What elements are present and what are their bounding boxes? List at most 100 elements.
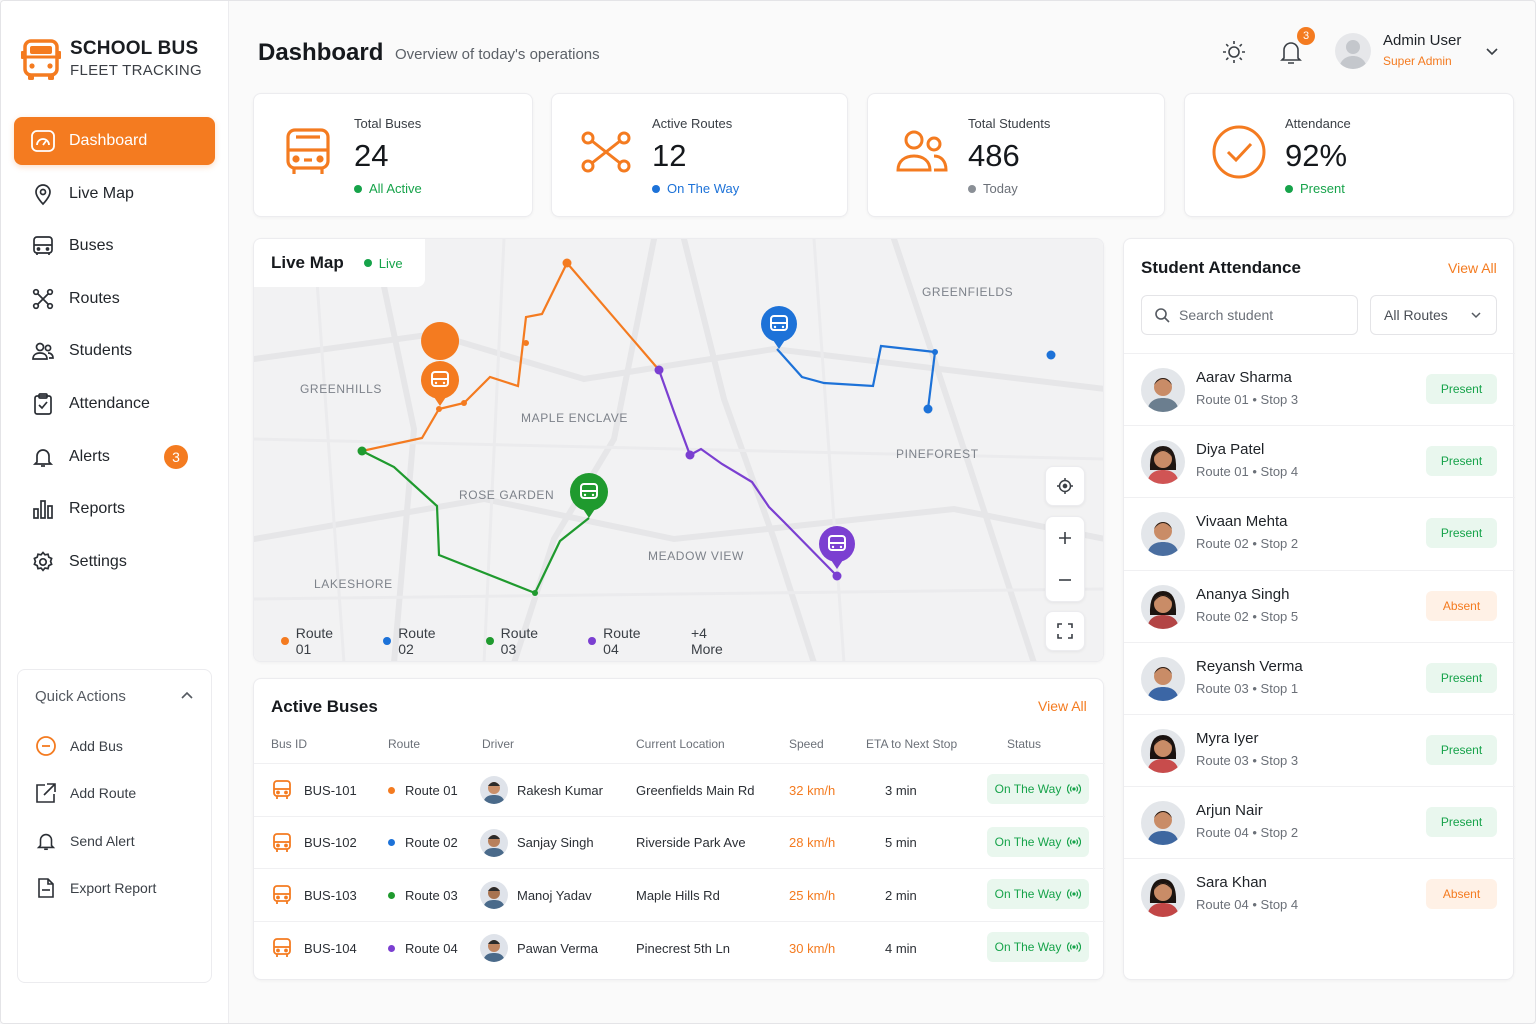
signal-icon: [1067, 784, 1082, 794]
stat-status: Today: [968, 181, 1018, 196]
chevron-down-icon[interactable]: [1485, 44, 1499, 58]
bus-marker-route-01[interactable]: [421, 322, 460, 406]
status-label: On The Way: [994, 887, 1062, 902]
legend-route-04[interactable]: Route 04: [588, 625, 657, 657]
route-filter-select[interactable]: All Routes: [1370, 295, 1497, 335]
list-item[interactable]: Ananya Singh Route 02 • Stop 5 Absent: [1124, 569, 1515, 642]
attendance-title: Student Attendance: [1141, 258, 1301, 277]
bus-logo-icon: [21, 39, 61, 80]
stat-value: 486: [968, 138, 1020, 173]
area-label-maple-enclave: MAPLE ENCLAVE: [521, 411, 628, 425]
sidebar-item-students[interactable]: Students: [14, 327, 215, 375]
active-buses-view-all-link[interactable]: View All: [1038, 698, 1087, 714]
sidebar-item-attendance[interactable]: Attendance: [14, 380, 215, 428]
stat-card-total-buses[interactable]: Total Buses 24 All Active: [253, 93, 533, 217]
file-icon: [34, 876, 58, 900]
stat-card-total-students[interactable]: Total Students 486 Today: [867, 93, 1165, 217]
quick-action-export-report[interactable]: Export Report: [18, 865, 211, 913]
sidebar-item-label: Students: [69, 342, 133, 360]
notifications-bell-icon[interactable]: [1277, 37, 1305, 67]
route-dot: [388, 891, 395, 899]
driver-name: Rakesh Kumar: [517, 782, 603, 798]
quick-action-add-route[interactable]: Add Route: [18, 770, 211, 818]
bus-id-cell: BUS-101: [271, 764, 357, 816]
student-name: Myra Iyer: [1196, 730, 1259, 747]
fullscreen-button[interactable]: [1045, 611, 1085, 651]
status-badge: Present: [1426, 446, 1497, 477]
search-student-input[interactable]: Search student: [1141, 295, 1358, 335]
legend-more[interactable]: +4 More: [690, 625, 723, 657]
active-buses-title: Active Buses: [271, 697, 378, 716]
zoom-in-icon[interactable]: [1057, 530, 1073, 546]
page-subtitle: Overview of today's operations: [395, 46, 600, 63]
brand-title: SCHOOL BUS: [70, 38, 199, 59]
location-cell: Pinecrest 5th Ln: [636, 940, 730, 956]
sidebar-item-reports[interactable]: Reports: [14, 485, 215, 533]
stat-label: Attendance: [1285, 116, 1351, 131]
sidebar-item-dashboard[interactable]: Dashboard: [14, 117, 215, 165]
bus-marker-route-03[interactable]: [570, 473, 608, 518]
stat-card-attendance[interactable]: Attendance 92% Present: [1184, 93, 1514, 217]
column-header: Speed: [789, 737, 824, 751]
quick-actions-header[interactable]: Quick Actions: [18, 670, 211, 722]
area-label-pineforest: PINEFOREST: [896, 447, 979, 461]
attendance-view-all-link[interactable]: View All: [1448, 260, 1497, 276]
list-item[interactable]: Reyansh Verma Route 03 • Stop 1 Present: [1124, 641, 1515, 714]
avatar: [1141, 440, 1185, 485]
legend-label: Route 02: [398, 625, 436, 657]
theme-toggle-sun-icon[interactable]: [1221, 39, 1247, 65]
location-cell: Maple Hills Rd: [636, 887, 720, 903]
bus-marker-route-04[interactable]: [819, 526, 855, 569]
route-filter-value: All Routes: [1384, 307, 1448, 323]
table-row[interactable]: BUS-101 Route 01 Rakesh Kumar Greenfield…: [254, 763, 1105, 816]
sidebar-item-alerts[interactable]: Alerts 3: [14, 433, 215, 481]
zoom-out-icon[interactable]: [1057, 572, 1073, 588]
route-dot: [388, 839, 395, 847]
list-item[interactable]: Diya Patel Route 01 • Stop 4 Present: [1124, 425, 1515, 497]
table-row[interactable]: BUS-104 Route 04 Pawan Verma Pinecrest 5…: [254, 921, 1105, 974]
list-item[interactable]: Myra Iyer Route 03 • Stop 3 Present: [1124, 714, 1515, 786]
eta-cell: 3 min: [885, 782, 917, 798]
driver-name: Manoj Yadav: [517, 887, 592, 903]
driver-cell: Sanjay Singh: [480, 817, 594, 869]
legend-label: Route 01: [295, 625, 334, 657]
bus-marker-route-02[interactable]: [761, 306, 797, 349]
quick-action-add-bus[interactable]: Add Bus: [18, 722, 211, 770]
route-name: Route 04: [405, 940, 458, 956]
list-item[interactable]: Sara Khan Route 04 • Stop 4 Absent: [1124, 858, 1515, 930]
stat-status: Present: [1285, 181, 1345, 196]
bus-icon: [273, 832, 291, 852]
quick-action-label: Export Report: [70, 880, 157, 897]
sidebar-item-settings[interactable]: Settings: [14, 538, 215, 586]
legend-route-03[interactable]: Route 03: [485, 625, 555, 657]
table-row[interactable]: BUS-103 Route 03 Manoj Yadav Maple Hills…: [254, 868, 1105, 921]
brand[interactable]: SCHOOL BUS FLEET TRACKING: [21, 37, 202, 83]
table-row[interactable]: BUS-102 Route 02 Sanjay Singh Riverside …: [254, 815, 1105, 869]
quick-action-send-alert[interactable]: Send Alert: [18, 817, 211, 865]
sidebar-item-buses[interactable]: Buses: [14, 222, 215, 270]
sidebar-item-routes[interactable]: Routes: [14, 275, 215, 323]
column-header: ETA to Next Stop: [866, 737, 958, 751]
stat-card-active-routes[interactable]: Active Routes 12 On The Way: [551, 93, 848, 217]
map-canvas[interactable]: [254, 239, 1104, 662]
user-name[interactable]: Admin User: [1383, 32, 1462, 49]
list-item[interactable]: Arjun Nair Route 04 • Stop 2 Present: [1124, 786, 1515, 858]
student-route-stop: Route 04 • Stop 2: [1196, 825, 1299, 841]
user-avatar[interactable]: [1335, 33, 1371, 69]
locate-button[interactable]: [1045, 466, 1085, 506]
list-item[interactable]: Aarav Sharma Route 01 • Stop 3 Present: [1124, 353, 1515, 425]
legend-route-02[interactable]: Route 02: [383, 625, 452, 657]
student-route-stop: Route 02 • Stop 2: [1196, 536, 1299, 552]
route-dot: [388, 786, 395, 794]
eta-cell: 4 min: [885, 940, 917, 956]
chevron-up-icon[interactable]: [180, 689, 194, 703]
sidebar-item-live-map[interactable]: Live Map: [14, 170, 215, 218]
list-item[interactable]: Vivaan Mehta Route 02 • Stop 2 Present: [1124, 497, 1515, 569]
student-route-stop: Route 01 • Stop 4: [1196, 464, 1299, 480]
page-title: Dashboard: [258, 39, 384, 66]
legend-route-01[interactable]: Route 01: [281, 625, 350, 657]
sidebar-item-label: Buses: [69, 237, 114, 255]
status-badge: On The Way: [987, 826, 1089, 857]
student-name: Reyansh Verma: [1196, 657, 1303, 675]
